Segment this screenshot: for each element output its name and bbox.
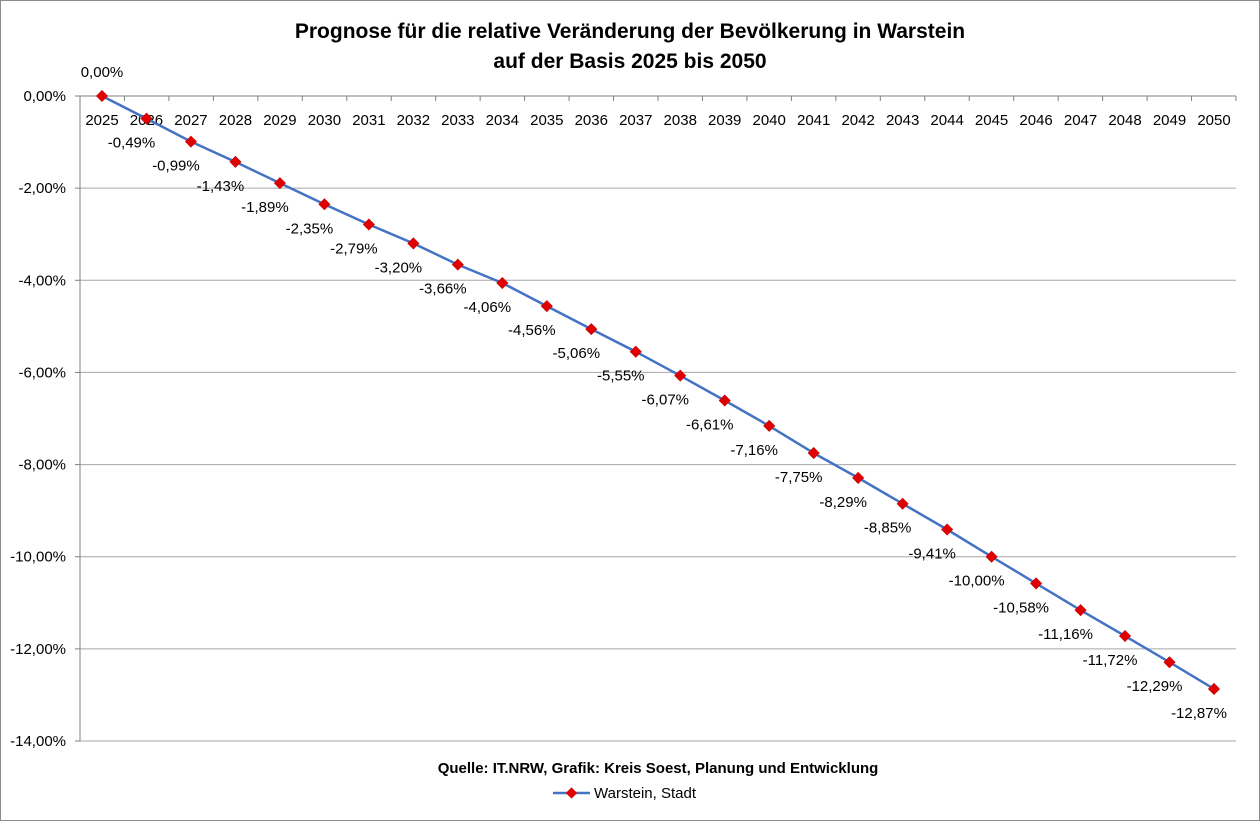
x-tick-label: 2035 <box>530 112 563 129</box>
data-point-marker <box>1119 629 1132 642</box>
x-tick-label: 2044 <box>930 112 963 129</box>
data-label: -10,58% <box>993 599 1049 616</box>
x-tick-label: 2032 <box>397 112 430 129</box>
data-label: -8,85% <box>864 520 912 537</box>
data-point-marker <box>763 419 776 432</box>
data-point-marker <box>496 277 509 290</box>
data-point-marker <box>229 155 242 168</box>
data-label: -11,72% <box>1083 652 1138 669</box>
chart-title-line-1: Prognose für die relative Veränderung de… <box>295 20 965 43</box>
legend-marker <box>565 787 578 799</box>
x-tick-label: 2042 <box>841 112 874 129</box>
data-point-marker <box>585 323 598 336</box>
data-point-marker <box>629 345 642 358</box>
data-point-marker <box>1074 604 1087 617</box>
data-point-marker <box>540 300 553 313</box>
data-label: -3,20% <box>375 259 423 276</box>
data-point-marker <box>1207 682 1221 695</box>
data-label: -1,43% <box>197 178 245 195</box>
x-tick-label: 2039 <box>708 112 741 129</box>
x-tick-label: 2027 <box>174 112 207 129</box>
y-tick-label: 0,00% <box>23 88 66 105</box>
x-tick-label: 2046 <box>1019 112 1052 129</box>
y-tick-label: -14,00% <box>10 733 66 750</box>
x-tick-label: 2043 <box>886 112 919 129</box>
data-point-marker <box>451 258 464 271</box>
data-label: -10,00% <box>949 573 1005 590</box>
data-point-marker <box>896 497 909 510</box>
y-tick-label: -12,00% <box>10 641 66 658</box>
data-label: -2,35% <box>286 220 334 237</box>
data-point-marker <box>140 112 153 125</box>
data-label: -4,56% <box>508 322 556 339</box>
x-tick-label: 2025 <box>85 112 118 129</box>
data-label: -12,29% <box>1127 678 1183 695</box>
data-label: -7,16% <box>730 442 778 459</box>
data-label: -6,61% <box>686 417 734 434</box>
x-tick-label: 2031 <box>352 112 385 129</box>
data-label: 0,00% <box>81 64 124 81</box>
x-tick-label: 2048 <box>1108 112 1141 129</box>
data-point-marker <box>273 177 286 190</box>
y-tick-label: -10,00% <box>10 549 66 566</box>
data-label: -11,16% <box>1038 626 1093 643</box>
data-label: -5,06% <box>553 345 601 362</box>
data-label: -8,29% <box>819 494 867 511</box>
data-point-marker <box>852 471 865 484</box>
legend: Warstein, Stadt <box>553 785 697 802</box>
x-tick-label: 2033 <box>441 112 474 129</box>
x-tick-label: 2038 <box>664 112 697 129</box>
x-tick-label: 2041 <box>797 112 830 129</box>
data-point-marker <box>318 198 331 211</box>
data-point-marker <box>985 550 998 563</box>
data-label: -2,79% <box>330 241 378 258</box>
x-tick-label: 2028 <box>219 112 252 129</box>
y-tick-label: -2,00% <box>18 180 66 197</box>
data-point-marker <box>674 369 687 382</box>
y-tick-label: -4,00% <box>18 272 66 289</box>
data-point-marker <box>95 89 109 103</box>
chart-title-line-2: auf der Basis 2025 bis 2050 <box>493 50 766 73</box>
data-label: -4,06% <box>464 299 512 316</box>
data-label: -0,49% <box>108 135 156 152</box>
data-point-marker <box>1030 577 1043 590</box>
y-tick-label: -6,00% <box>18 364 66 381</box>
data-point-marker <box>807 447 820 460</box>
data-label: -1,89% <box>241 199 289 216</box>
x-tick-label: 2034 <box>486 112 519 129</box>
data-label: -3,66% <box>419 281 467 298</box>
data-point-marker <box>362 218 375 231</box>
x-tick-label: 2049 <box>1153 112 1186 129</box>
source-caption: Quelle: IT.NRW, Grafik: Kreis Soest, Pla… <box>438 760 879 777</box>
data-label: -12,87% <box>1171 705 1227 722</box>
data-label: -6,07% <box>641 392 689 409</box>
x-tick-label: 2047 <box>1064 112 1097 129</box>
x-tick-label: 2029 <box>263 112 296 129</box>
x-tick-label: 2030 <box>308 112 341 129</box>
data-point-marker <box>407 237 420 250</box>
x-tick-label: 2045 <box>975 112 1008 129</box>
y-tick-label: -8,00% <box>18 457 66 474</box>
data-point-marker <box>184 135 197 148</box>
data-label: -5,55% <box>597 368 645 385</box>
data-point-marker <box>941 523 954 536</box>
legend-label: Warstein, Stadt <box>594 785 697 802</box>
data-point-marker <box>1163 656 1176 669</box>
x-tick-label: 2050 <box>1197 112 1230 129</box>
data-label: -0,99% <box>152 158 200 175</box>
data-label: -7,75% <box>775 469 823 486</box>
x-tick-label: 2037 <box>619 112 652 129</box>
series-line-warstein <box>101 94 1215 690</box>
x-tick-label: 2036 <box>575 112 608 129</box>
data-point-marker <box>718 394 731 407</box>
data-label: -9,41% <box>908 546 956 563</box>
x-tick-label: 2040 <box>753 112 786 129</box>
